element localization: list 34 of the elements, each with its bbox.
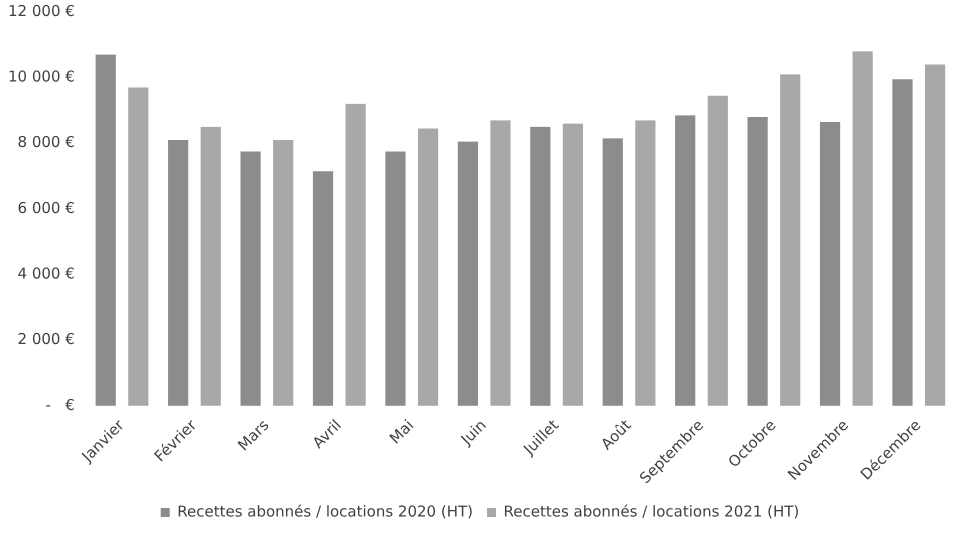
bar xyxy=(780,74,800,406)
y-tick-label: 12 000 € xyxy=(8,2,75,20)
y-tick-label: 10 000 € xyxy=(8,68,75,86)
bar xyxy=(852,51,873,406)
bar xyxy=(602,138,623,406)
bar xyxy=(490,120,511,406)
bar xyxy=(820,122,840,406)
bar xyxy=(312,171,334,406)
bar xyxy=(96,54,116,406)
legend-label: Recettes abonnés / locations 2021 (HT) xyxy=(504,502,800,520)
bar xyxy=(530,126,550,406)
bar xyxy=(708,96,728,406)
bar xyxy=(418,128,438,406)
bar xyxy=(562,124,584,406)
bar xyxy=(748,117,768,406)
y-tick-label: 4 000 € xyxy=(18,264,75,282)
bar xyxy=(128,87,148,406)
bar xyxy=(458,142,478,406)
legend-label: Recettes abonnés / locations 2020 (HT) xyxy=(177,502,474,520)
y-tick-label: 6 000 € xyxy=(18,198,75,217)
y-tick-label: 8 000 € xyxy=(18,133,75,152)
y-tick-label: 2 000 € xyxy=(18,330,75,348)
bar xyxy=(273,140,294,406)
bar xyxy=(200,126,221,406)
bar xyxy=(924,64,946,406)
y-tick-label: - € xyxy=(46,396,75,414)
bar xyxy=(168,140,188,406)
bar xyxy=(346,104,366,406)
bar xyxy=(892,79,913,406)
bar xyxy=(635,120,656,406)
bar xyxy=(385,152,406,406)
bar xyxy=(675,115,696,406)
bar xyxy=(240,152,261,406)
x-tick-label: Mai xyxy=(386,416,418,448)
